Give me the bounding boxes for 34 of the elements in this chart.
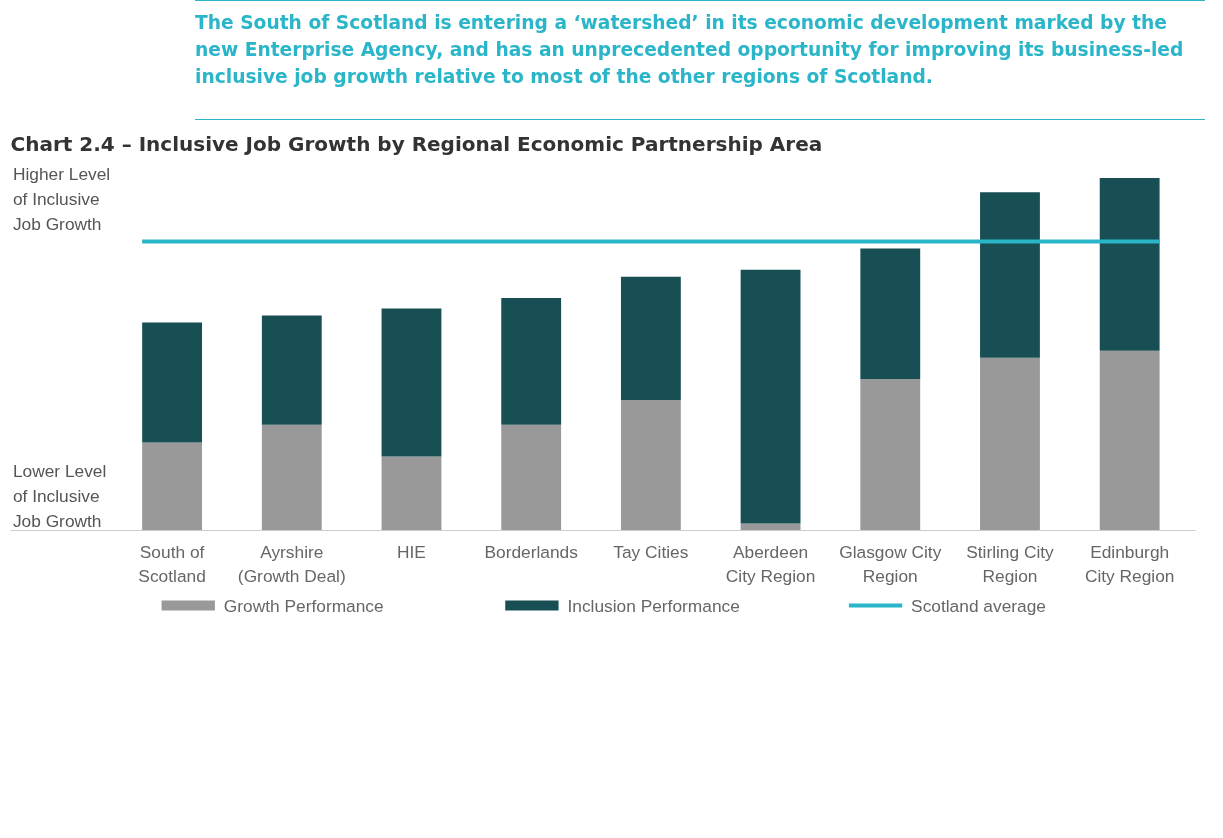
bar bbox=[501, 424, 562, 531]
legend-label: Scotland average bbox=[911, 595, 1046, 616]
bar bbox=[860, 248, 921, 379]
bar bbox=[381, 308, 442, 457]
bar bbox=[740, 269, 801, 524]
bar bbox=[381, 456, 442, 531]
x-tick-label: Borderlands bbox=[484, 541, 579, 562]
x-tick-label: Ayrshire (Growth Deal) bbox=[237, 541, 346, 586]
bar bbox=[620, 276, 681, 401]
x-tick-label: HIE bbox=[397, 541, 426, 562]
chart-title: Chart 2.4 – Inclusive Job Growth by Regional Economic Partnership Area bbox=[10, 131, 823, 156]
x-tick-label: South of Scotland bbox=[138, 541, 206, 586]
bar bbox=[980, 357, 1040, 531]
bar bbox=[261, 315, 322, 425]
bar bbox=[740, 523, 801, 531]
x-tick-label: Glasgow City Region bbox=[839, 541, 942, 586]
bar bbox=[620, 400, 681, 531]
annotation: Higher Level of Inclusive Job Growth bbox=[12, 164, 111, 235]
x-tick-label: Stirling City Region bbox=[966, 541, 1055, 586]
bar bbox=[142, 322, 203, 443]
text: The South of Scotland is entering a ‘watershed’ in its economic development marked by the new Enterprise Agency, and has an unprecedented opportunity for improving its business-led inclusive job growth relative to most of the other regions of Scotland. bbox=[195, 11, 1185, 90]
x-tick-label: Edinburgh City Region bbox=[1084, 541, 1175, 586]
bar bbox=[1099, 178, 1160, 351]
bar bbox=[1099, 350, 1160, 531]
bar bbox=[142, 442, 203, 531]
bar bbox=[501, 297, 562, 425]
bar bbox=[980, 192, 1040, 358]
bar bbox=[261, 424, 322, 531]
x-tick-label: Tay Cities bbox=[613, 541, 689, 562]
bar bbox=[860, 378, 921, 531]
legend-label: Inclusion Performance bbox=[567, 595, 740, 616]
annotation: Lower Level of Inclusive Job Growth bbox=[12, 460, 107, 531]
legend-label: Growth Performance bbox=[223, 595, 384, 616]
x-tick-label: Aberdeen City Region bbox=[725, 541, 816, 586]
